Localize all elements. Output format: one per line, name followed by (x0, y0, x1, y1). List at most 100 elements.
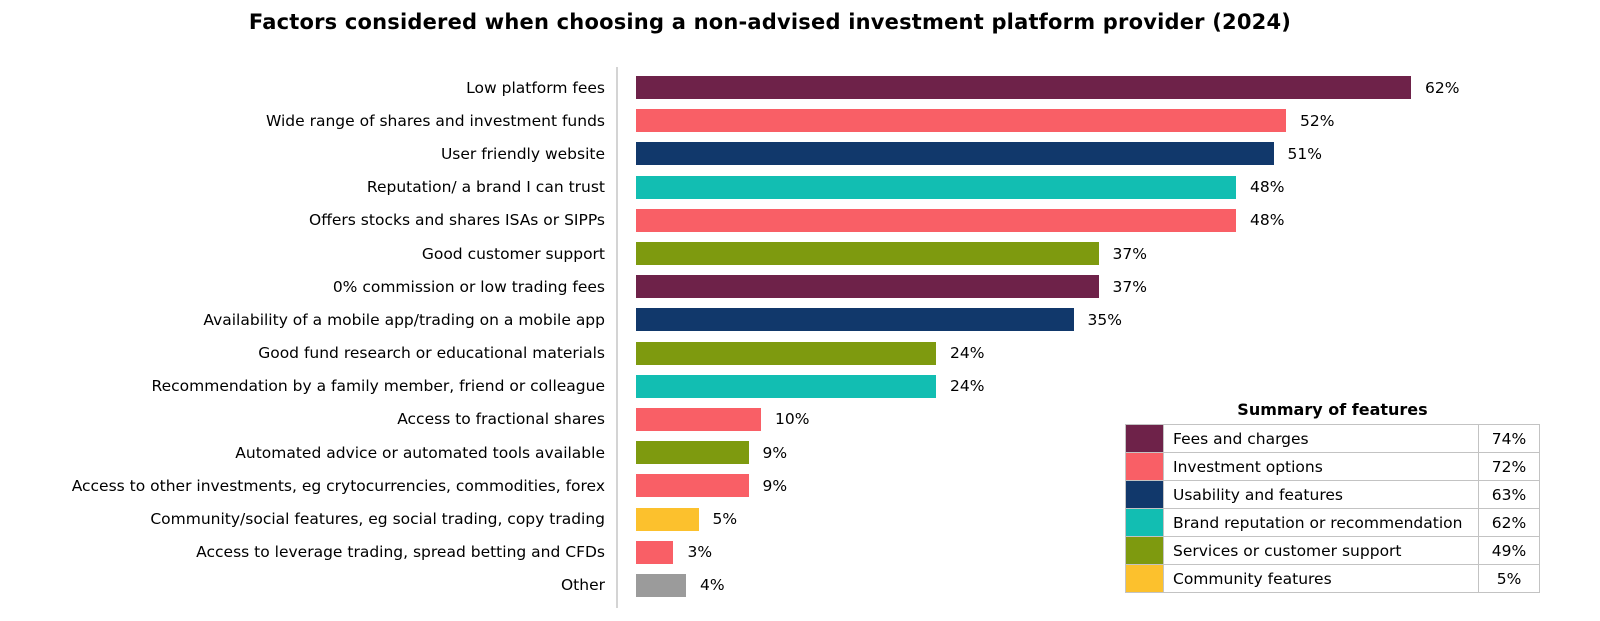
summary-table: Fees and charges 74% Investment options 72%… (1125, 424, 1540, 593)
category-label: Low platform fees (466, 78, 605, 97)
summary-table-row: Investment options 72% (1125, 452, 1540, 481)
summary-row-value: 72% (1478, 452, 1540, 481)
bar-row: Automated advice or automated tools avai… (0, 436, 1600, 469)
value-label: 24% (950, 344, 985, 363)
category-label: Good customer support (421, 244, 605, 263)
legend-color-swatch (1125, 452, 1164, 481)
category-label: Reputation/ a brand I can trust (366, 178, 605, 197)
value-label: 62% (1425, 78, 1460, 97)
summary-row-label: Usability and features (1163, 480, 1479, 509)
summary-row-value: 62% (1478, 508, 1540, 537)
bar (636, 507, 699, 531)
bar-row: Wide range of shares and investment fund… (0, 104, 1600, 137)
bar-track: 24% (636, 341, 1561, 365)
bar-track: 51% (636, 142, 1561, 166)
bar (636, 573, 686, 597)
category-label: Offers stocks and shares ISAs or SIPPs (309, 211, 605, 230)
summary-table-title: Summary of features (1237, 400, 1428, 419)
category-label: 0% commission or low trading fees (332, 277, 605, 296)
bar-track: 9% (636, 474, 1561, 498)
category-label: Wide range of shares and investment fund… (266, 111, 605, 130)
bar (636, 407, 761, 431)
bar-row: Access to leverage trading, spread betti… (0, 536, 1600, 569)
summary-row-value: 49% (1478, 536, 1540, 565)
bar (636, 441, 749, 465)
bar-track: 37% (636, 242, 1561, 266)
bar-chart-plot-area: Low platform fees 62% Wide range of shares… (0, 67, 1600, 608)
bar-track: 52% (636, 109, 1561, 133)
chart-title: Factors considered when choosing a non-a… (248, 10, 1292, 34)
summary-row-label: Fees and charges (1163, 424, 1479, 453)
value-label: 52% (1300, 111, 1335, 130)
bar (636, 374, 936, 398)
value-label: 24% (950, 377, 985, 396)
category-label: User friendly website (440, 144, 605, 163)
bar (636, 142, 1274, 166)
bar-track: 62% (636, 76, 1561, 100)
summary-table-row: Community features 5% (1125, 564, 1540, 593)
category-label: Automated advice or automated tools avai… (235, 443, 605, 462)
value-label: 3% (687, 543, 713, 562)
bar-row: Access to other investments, eg crytocur… (0, 469, 1600, 502)
value-label: 51% (1287, 144, 1322, 163)
category-label: Good fund research or educational materi… (258, 344, 605, 363)
bar (636, 175, 1236, 199)
bar (636, 275, 1099, 299)
legend-color-swatch (1125, 536, 1164, 565)
bar-track: 48% (636, 175, 1561, 199)
category-label: Recommendation by a family member, frien… (151, 377, 606, 396)
bar-row: Low platform fees 62% (0, 71, 1600, 104)
summary-table-row: Usability and features 63% (1125, 480, 1540, 509)
bar-track: 37% (636, 275, 1561, 299)
bar-track: 48% (636, 208, 1561, 232)
bar-track: 10% (636, 407, 1561, 431)
bar-track: 5% (636, 507, 1561, 531)
value-label: 35% (1087, 310, 1122, 329)
bar-row: 0% commission or low trading fees 37% (0, 270, 1600, 303)
bar (636, 308, 1074, 332)
summary-row-label: Brand reputation or recommendation (1163, 508, 1479, 537)
category-label: Access to leverage trading, spread betti… (196, 543, 605, 562)
legend-color-swatch (1125, 564, 1164, 593)
summary-row-label: Investment options (1163, 452, 1479, 481)
bar-rows-container: Low platform fees 62% Wide range of shares… (0, 71, 1600, 602)
value-label: 9% (762, 443, 788, 462)
summary-row-label: Community features (1163, 564, 1479, 593)
bar-row: Availability of a mobile app/trading on … (0, 303, 1600, 336)
value-label: 37% (1112, 277, 1147, 296)
legend-color-swatch (1125, 424, 1164, 453)
bar-row: Recommendation by a family member, frien… (0, 370, 1600, 403)
value-label: 48% (1250, 211, 1285, 230)
value-label: 37% (1112, 244, 1147, 263)
legend-color-swatch (1125, 480, 1164, 509)
bar (636, 208, 1236, 232)
value-label: 5% (712, 510, 738, 529)
bar (636, 540, 674, 564)
value-label: 10% (775, 410, 810, 429)
bar-row: Other 4% (0, 569, 1600, 602)
summary-of-features-panel: Summary of features Fees and charges 74% I… (1125, 400, 1540, 593)
bar (636, 474, 749, 498)
value-label: 48% (1250, 178, 1285, 197)
bar-track: 24% (636, 374, 1561, 398)
y-axis-line (616, 67, 618, 608)
bar (636, 76, 1411, 100)
category-label: Community/social features, eg social tra… (150, 510, 605, 529)
bar (636, 242, 1099, 266)
summary-row-value: 5% (1478, 564, 1540, 593)
legend-color-swatch (1125, 508, 1164, 537)
bar-row: Community/social features, eg social tra… (0, 502, 1600, 535)
bar-track: 3% (636, 540, 1561, 564)
summary-table-row: Fees and charges 74% (1125, 424, 1540, 453)
summary-table-row: Services or customer support 49% (1125, 536, 1540, 565)
bar (636, 109, 1286, 133)
value-label: 4% (700, 576, 725, 595)
category-label: Other (560, 576, 605, 595)
bar-row: Good fund research or educational materi… (0, 337, 1600, 370)
value-label: 9% (762, 476, 788, 495)
bar-track: 35% (636, 308, 1561, 332)
bar-track: 4% (636, 573, 1561, 597)
summary-row-label: Services or customer support (1163, 536, 1479, 565)
bar-row: Access to fractional shares 10% (0, 403, 1600, 436)
bar-row: Reputation/ a brand I can trust 48% (0, 171, 1600, 204)
